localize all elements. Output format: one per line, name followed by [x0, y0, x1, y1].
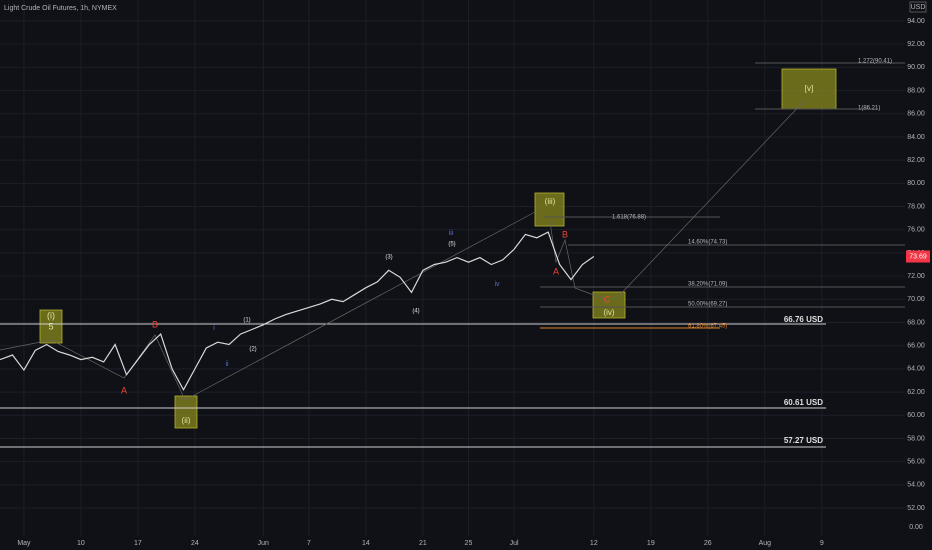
annotation: B: [562, 229, 568, 239]
annotation: C: [604, 294, 611, 304]
box: [592, 291, 626, 319]
x-tick-label: 25: [465, 540, 473, 547]
annotation: A: [121, 385, 127, 395]
wave-boxes: [39, 68, 837, 429]
x-tick-label: 26: [704, 540, 712, 547]
trend-line: [614, 99, 806, 301]
box: [174, 395, 198, 429]
y-tick-label: 90.00: [907, 64, 925, 71]
x-tick-label: 7: [307, 540, 311, 547]
x-tick-label: Jun: [258, 540, 269, 547]
x-tick-label: Jul: [510, 540, 519, 547]
annotation: (i): [47, 310, 55, 320]
price-line: [0, 231, 595, 392]
x-tick-label: 24: [191, 540, 199, 547]
annotation: iv: [494, 281, 500, 288]
x-tick-label: 17: [134, 540, 142, 547]
annotation: 14.60%(74.73): [688, 240, 727, 246]
annotation: (iv): [603, 308, 614, 317]
x-tick-label: 19: [647, 540, 655, 547]
x-tick-label: Aug: [759, 540, 772, 547]
y-tick-label: 82.00: [907, 157, 925, 164]
currency: USD: [911, 4, 926, 11]
annotation: 61.80%(67.45): [688, 324, 727, 330]
y-tick-label: 52.00: [907, 505, 925, 512]
box: [781, 68, 837, 110]
annotation: (3): [385, 255, 392, 261]
annotation: (2): [249, 347, 256, 353]
annotation: B: [152, 319, 158, 329]
last-price-label: 73.69: [909, 253, 927, 260]
y-tick-label: 92.00: [907, 41, 925, 48]
annotation: iii: [449, 230, 454, 237]
annotation: 66.76 USD: [784, 315, 823, 324]
y-tick-label: 62.00: [907, 389, 925, 396]
annotation: (4): [412, 309, 419, 315]
plot: [0, 231, 595, 392]
box: [39, 309, 63, 344]
annotation: 60.61 USD: [784, 398, 823, 407]
y-tick-label: 80.00: [907, 180, 925, 187]
y-tick-label: 58.00: [907, 435, 925, 442]
annotation: (1): [243, 318, 250, 324]
y-tick-label: 70.00: [907, 296, 925, 303]
annotation: [v]: [805, 84, 813, 93]
y-tick-label: 88.00: [907, 87, 925, 94]
x-tick-label: 9: [820, 540, 824, 547]
y-tick-label: 54.00: [907, 482, 925, 489]
y-tick-label: 72.00: [907, 273, 925, 280]
annotation: 50.00%(69.27): [688, 302, 727, 308]
x-tick-label: 14: [362, 540, 370, 547]
annotation: ii: [225, 361, 229, 368]
annotation: i: [213, 325, 215, 332]
trend-line: [184, 211, 536, 401]
annotation: 57.27 USD: [784, 436, 823, 445]
y-tick-label: 78.00: [907, 203, 925, 210]
x-tick-label: May: [17, 540, 31, 547]
x-tick-label: 10: [77, 540, 85, 547]
annotation: (5): [448, 242, 455, 248]
y-tick-label: 84.00: [907, 134, 925, 141]
x-tick-label: 21: [419, 540, 427, 547]
y-tick-label: 76.00: [907, 227, 925, 234]
chart-title: Light Crude Oil Futures, 1h, NYMEX: [4, 5, 117, 12]
annotation: (iii): [545, 197, 556, 206]
levels: [0, 62, 905, 448]
y-tick-label: 86.00: [907, 111, 925, 118]
y-tick-label: 56.00: [907, 459, 925, 466]
wave-path: [0, 334, 186, 401]
y-tick-label: 64.00: [907, 366, 925, 373]
axis-extra-label: 0.00: [909, 524, 923, 531]
y-tick-label: 68.00: [907, 319, 925, 326]
annotation: A: [553, 266, 559, 276]
time-axis: [0, 536, 905, 550]
y-tick-label: 66.00: [907, 343, 925, 350]
y-tick-label: 60.00: [907, 412, 925, 419]
annotation: 1.618(76.88): [612, 215, 646, 221]
annotation: 5: [48, 321, 53, 331]
last-price-tag: [906, 250, 930, 263]
annotation: 38.20%(71.09): [688, 282, 727, 288]
x-tick-label: 12: [590, 540, 598, 547]
annotation: (ii): [182, 416, 191, 425]
box: [534, 192, 565, 227]
annotation: 1.272(90.41): [858, 59, 892, 65]
annotation: 1(86.21): [858, 106, 880, 112]
currency-box: [909, 1, 927, 13]
y-tick-label: 94.00: [907, 18, 925, 25]
price-axis: [905, 0, 932, 550]
